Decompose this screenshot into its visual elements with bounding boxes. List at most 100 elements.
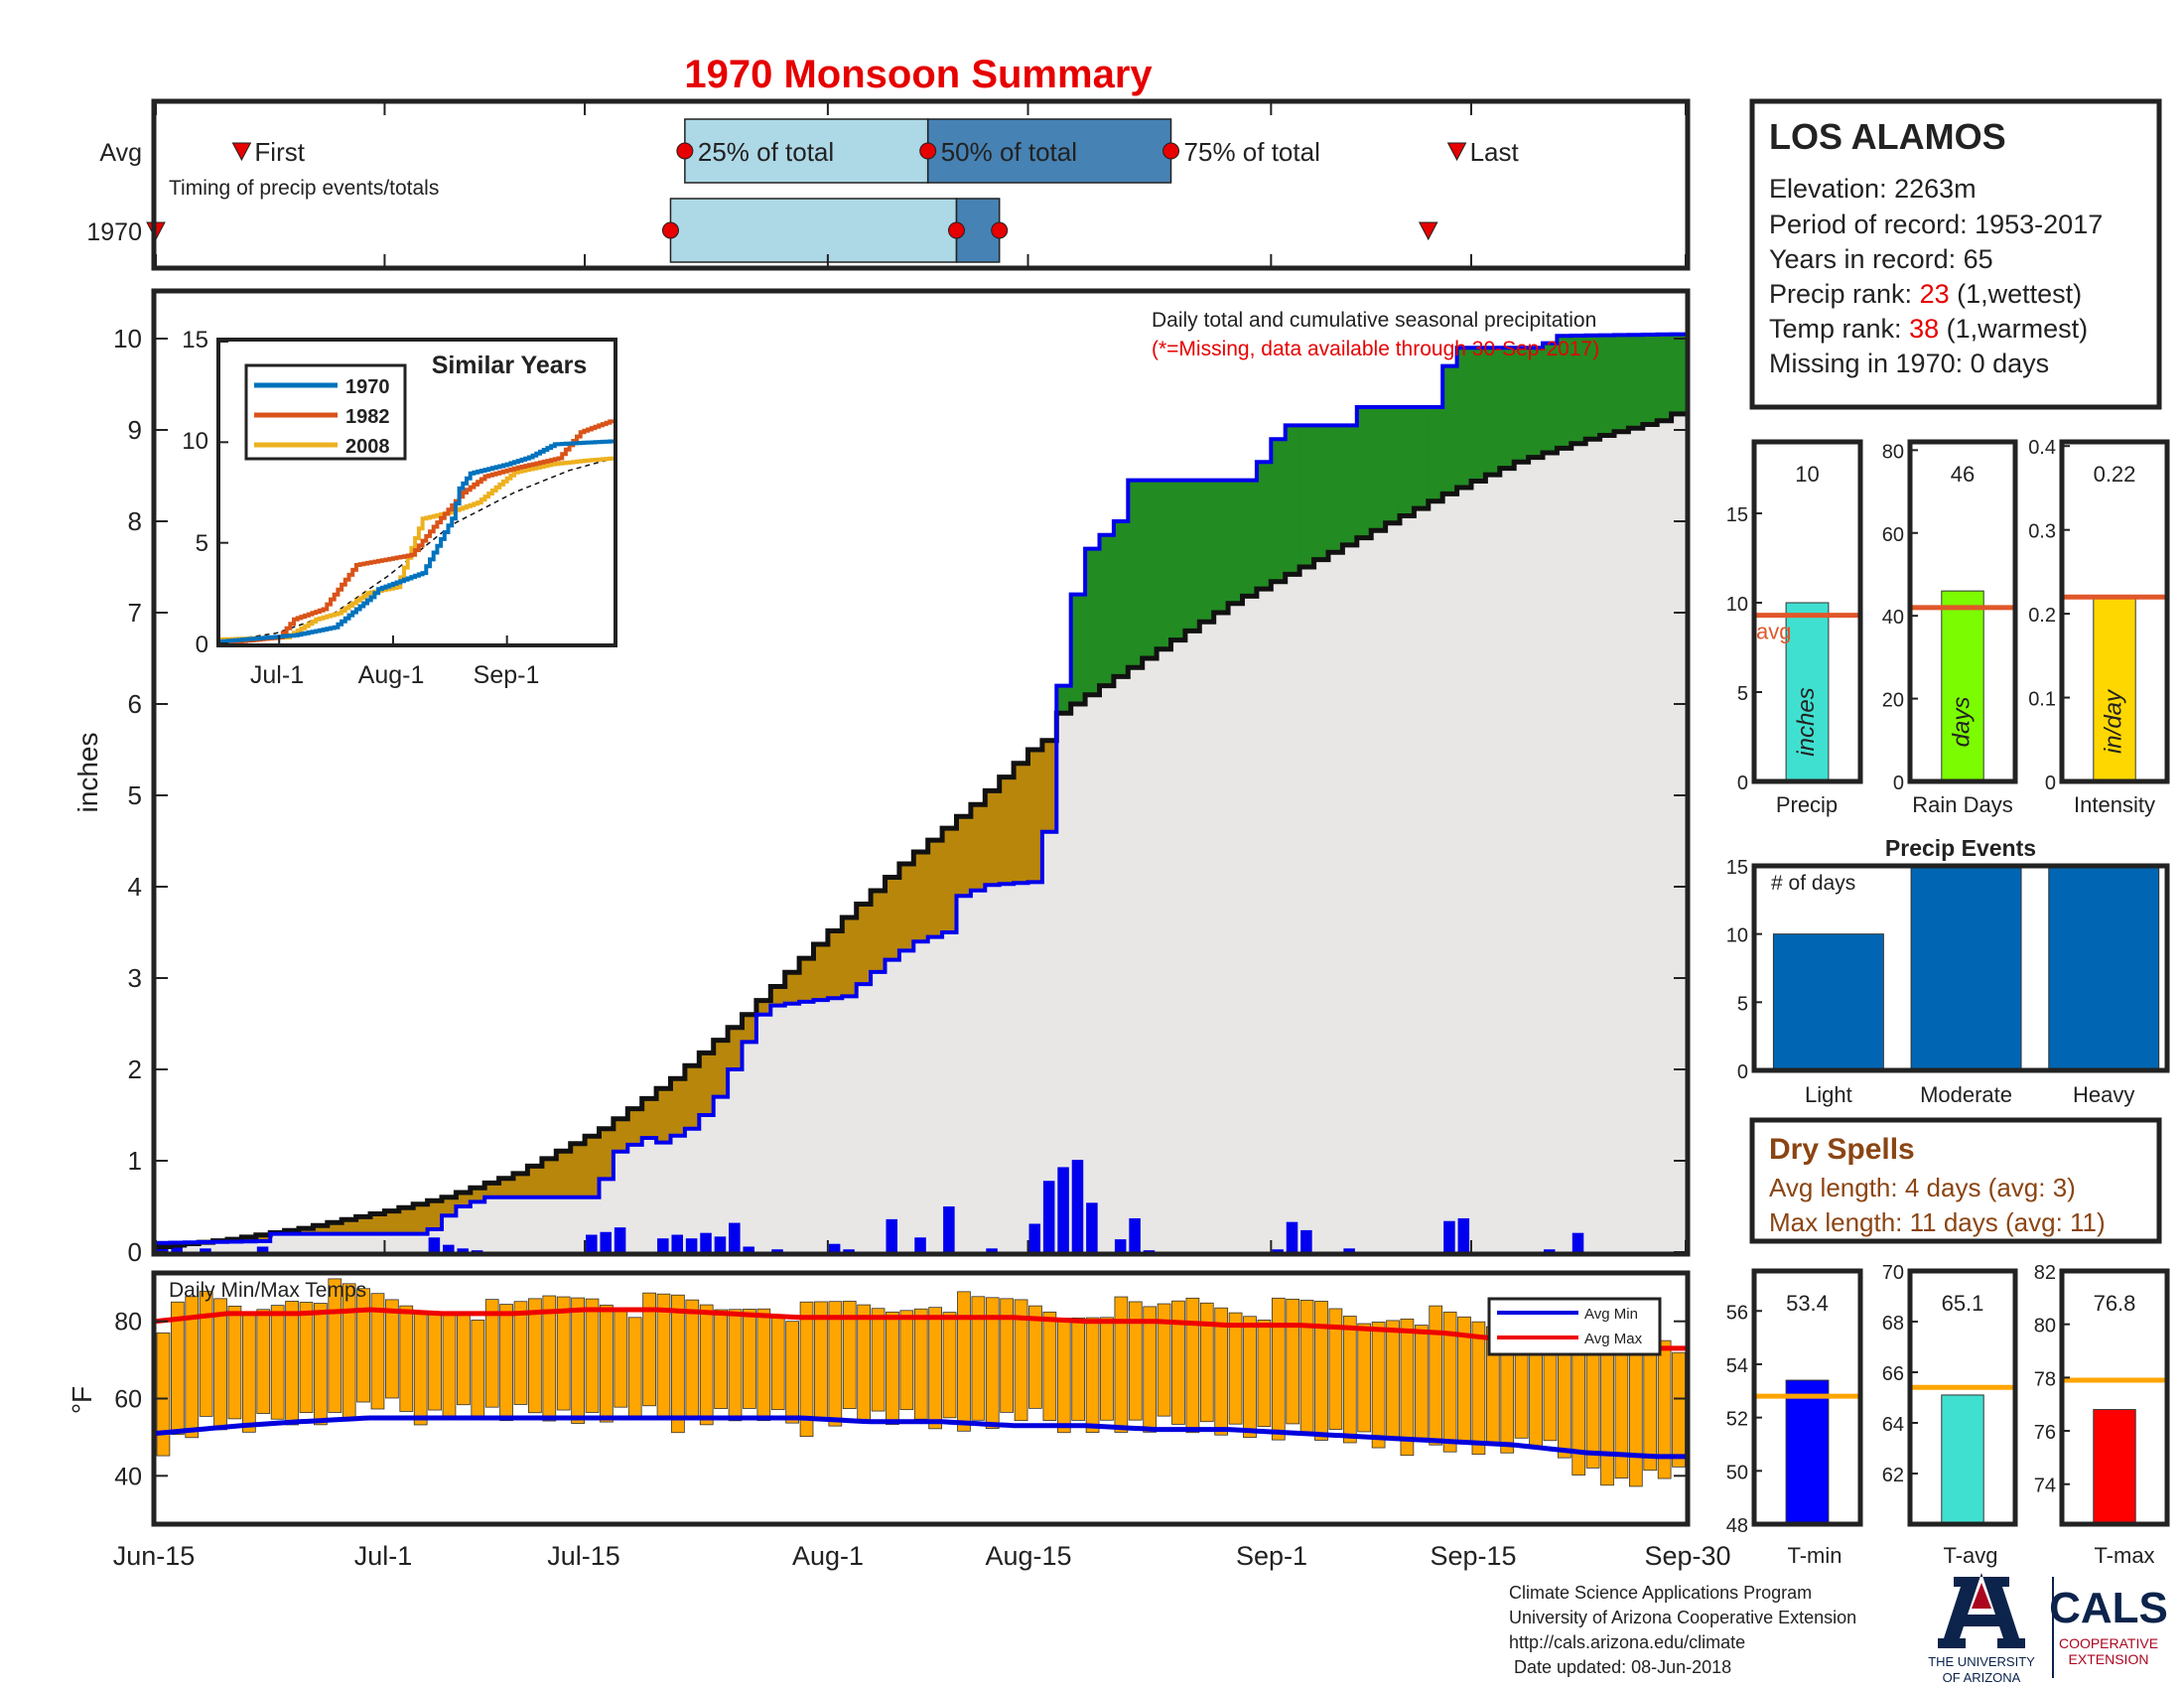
daily-precip-bar xyxy=(1286,1221,1298,1252)
main-y-tick-label: 6 xyxy=(128,689,142,719)
deficit-fill xyxy=(341,1219,357,1234)
temps-legend-min: Avg Min xyxy=(1584,1306,1638,1323)
x-tick-sep30: Sep-30 xyxy=(1644,1541,1730,1571)
precip-stat-tick-label: 0 xyxy=(1737,773,1748,794)
deficit-fill xyxy=(856,904,872,985)
tmax-stat-frame xyxy=(2059,1268,2170,1527)
temp-rank-suffix: (1,warmest) xyxy=(1939,314,2088,344)
deficit-fill xyxy=(898,864,914,951)
daily-precip-bar xyxy=(671,1234,683,1252)
dry-spells-frame xyxy=(1749,1117,2162,1244)
daily-temp-bar xyxy=(370,1293,385,1410)
daily-temp-bar xyxy=(1371,1322,1386,1449)
rain-days-stat-tick-label: 20 xyxy=(1882,690,1904,712)
surplus-fill xyxy=(1085,548,1101,695)
precip-rank-suffix: (1,wettest) xyxy=(1950,279,2083,309)
deficit-fill xyxy=(613,1118,628,1152)
daily-temp-bar xyxy=(871,1308,886,1412)
tmax-stat-tick-label: 74 xyxy=(2034,1476,2056,1497)
rain-days-stat-bar xyxy=(1941,590,1984,782)
daily-temp-bar xyxy=(1100,1317,1114,1421)
precip-stat-frame xyxy=(1751,439,1863,784)
events-bar-moderate xyxy=(1910,865,2022,1071)
x-tick-jul1: Jul-1 xyxy=(354,1541,413,1571)
daily-temp-bar xyxy=(185,1296,200,1439)
daily-temp-bar xyxy=(743,1309,756,1409)
surplus-fill xyxy=(1671,334,1687,414)
temps-chart: Daily Min/Max Temps °F 40 60 80 Avg Min … xyxy=(67,1270,1691,1527)
tmax-stat-tick-label: 78 xyxy=(2034,1368,2056,1390)
surplus-fill xyxy=(1056,685,1072,714)
daily-temp-bar xyxy=(1128,1301,1143,1421)
inset-legend-1970: 1970 xyxy=(345,376,390,398)
precip-stat-avg-text: avg xyxy=(1756,620,1791,644)
deficit-fill xyxy=(370,1213,386,1234)
daily-precip-bar xyxy=(771,1249,783,1252)
surplus-fill xyxy=(1414,407,1430,509)
intensity-stat-tick-label: 0.4 xyxy=(2028,437,2056,459)
daily-temp-bar xyxy=(699,1304,714,1426)
precip-stat-unit-label: inches xyxy=(1793,687,1820,756)
daily-temp-bar xyxy=(1342,1316,1357,1444)
deficit-fill xyxy=(313,1225,329,1234)
station-period: Period of record: 1953-2017 xyxy=(1769,210,2103,239)
daily-temp-bar xyxy=(828,1301,843,1427)
daily-precip-bar xyxy=(743,1246,754,1252)
daily-temp-bar xyxy=(484,1299,499,1408)
date-axis-ticks: Jun-15 Jul-1 Jul-15 Aug-1 Aug-15 Sep-1 S… xyxy=(113,1541,1731,1571)
precip-events-panel: Precip Events Light Moderate Heavy 0 5 10 15 # … xyxy=(1726,835,2170,1107)
daily-temp-bar xyxy=(1257,1319,1272,1428)
timing-last-label: Last xyxy=(1470,137,1520,167)
daily-precip-bar xyxy=(828,1243,841,1252)
tmin-stat-tick-label: 54 xyxy=(1726,1355,1748,1377)
dry-spells-title: Dry Spells xyxy=(1769,1133,1915,1166)
deficit-fill xyxy=(999,776,1015,885)
tmax-stat-tick-label: 76 xyxy=(2034,1422,2056,1444)
daily-precip-bar xyxy=(471,1250,483,1252)
timing-row-label-year: 1970 xyxy=(86,218,142,246)
deficit-fill xyxy=(813,943,829,1001)
daily-temp-bar xyxy=(886,1311,899,1425)
avg-q25-marker xyxy=(676,142,694,160)
precip-stat-tick-label: 10 xyxy=(1726,594,1748,616)
timing-row-label-avg: Avg xyxy=(99,139,142,167)
daily-precip-bar xyxy=(443,1244,455,1252)
rain-days-stat-value: 46 xyxy=(1951,462,1975,487)
daily-temp-bar xyxy=(199,1290,213,1417)
daily-temp-bar xyxy=(1628,1337,1643,1487)
daily-precip-bar xyxy=(1457,1217,1470,1252)
daily-temp-bar xyxy=(341,1283,356,1420)
daily-temp-bar xyxy=(642,1292,656,1407)
main-y-tick-label: 8 xyxy=(128,506,142,536)
precip-rank-value: 23 xyxy=(1920,279,1950,309)
tavg-stat-tick-label: 68 xyxy=(1882,1313,1904,1335)
surplus-fill xyxy=(1184,480,1200,632)
events-tick-label: 0 xyxy=(1737,1061,1748,1083)
daily-precip-bar xyxy=(1086,1202,1098,1252)
rain-days-stat-frame xyxy=(1907,439,2018,784)
precip-rank-label: Precip rank: xyxy=(1769,279,1920,309)
daily-temp-bar xyxy=(799,1301,814,1438)
surplus-fill xyxy=(1528,348,1544,458)
daily-temp-bar xyxy=(1357,1323,1372,1433)
avg-q25-q50-box xyxy=(684,118,929,184)
daily-temp-bar xyxy=(413,1311,428,1426)
tmin-stat-tick-label: 48 xyxy=(1726,1515,1748,1537)
rain-days-stat-panel: 46 0 20 40 60 80 days xyxy=(1882,439,2018,794)
cals-coop-line-2: EXTENSION xyxy=(2069,1651,2149,1667)
main-y-tick-label: 1 xyxy=(128,1146,142,1176)
daily-temp-bar xyxy=(256,1309,271,1414)
temp-rank-value: 38 xyxy=(1909,314,1939,344)
surplus-fill xyxy=(1242,480,1258,597)
timing-graphics xyxy=(146,118,1467,263)
tmin-stat-tick-label: 56 xyxy=(1726,1302,1748,1324)
intensity-xlabel: Intensity xyxy=(2074,792,2155,817)
deficit-fill xyxy=(885,877,900,960)
avg-cumulative-area xyxy=(156,413,1686,1252)
tmin-stat-panel: 53.4 48 50 52 54 56 xyxy=(1726,1268,1863,1537)
surplus-fill xyxy=(1385,407,1401,523)
cals-logo: CALS COOPERATIVE EXTENSION xyxy=(2049,1584,2168,1667)
dry-spells-box: Dry Spells Avg length: 4 days (avg: 3) M… xyxy=(1749,1117,2162,1244)
daily-temp-bar xyxy=(1014,1299,1028,1422)
daily-precip-bar xyxy=(1543,1249,1556,1252)
